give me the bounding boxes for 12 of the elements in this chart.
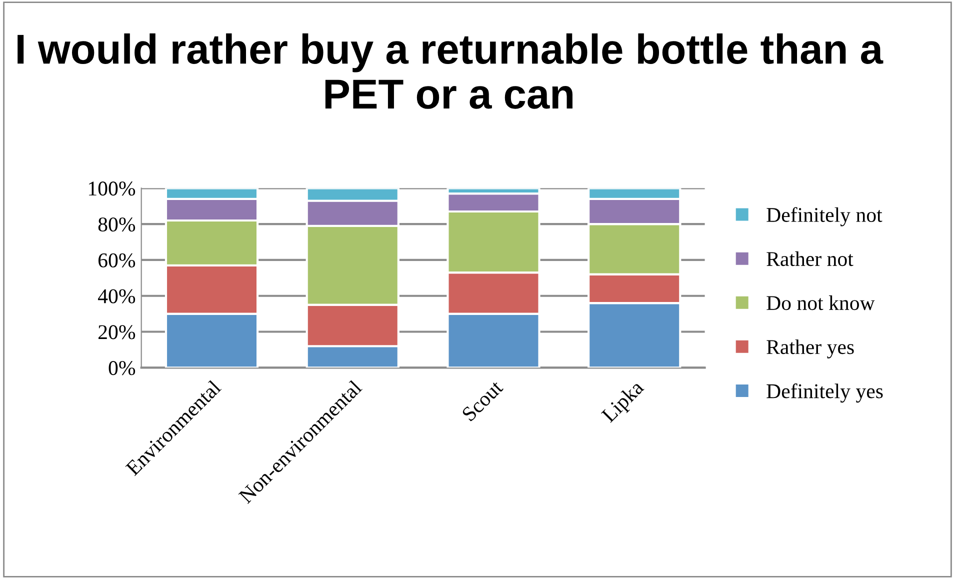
y-tick-label: 40% [98,289,136,304]
chart-title: I would rather buy a returnable bottle than a PET or a can [18,33,884,109]
y-tick-label: 100% [89,182,136,196]
legend-label: Definitely not [766,207,882,226]
legend-label: Rather not [766,251,854,266]
legend-label: Rather yes [766,339,854,358]
legend-label: Do not know [766,295,875,310]
y-tick-label: 80% [98,217,136,232]
y-tick-label: 0% [108,361,136,376]
legend-label: Definitely yes [766,383,883,403]
y-tick-label: 60% [98,253,136,268]
y-tick-label: 20% [98,325,136,340]
